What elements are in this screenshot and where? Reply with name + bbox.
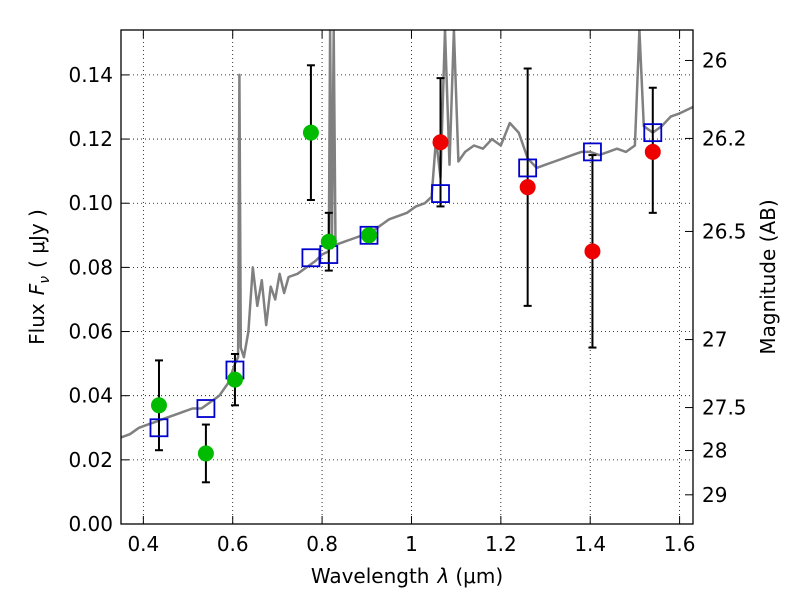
y-axis-title-unit: ( μJy ) xyxy=(25,209,49,268)
x-tick-label: 0.6 xyxy=(217,532,249,556)
model-photometry-square xyxy=(431,184,450,203)
plot-frame xyxy=(120,29,694,525)
x-tick-label: 0.4 xyxy=(127,532,159,556)
x-axis-title-prefix: Wavelength xyxy=(311,564,430,588)
y-axis-title-prefix: Flux xyxy=(25,303,49,345)
observed-point xyxy=(197,445,214,462)
y2-tick-label: 28 xyxy=(702,439,727,463)
y-axis-title-variable: F xyxy=(25,283,49,295)
y-tick-label: 0.08 xyxy=(68,255,113,279)
y2-tick-label: 27.5 xyxy=(702,396,747,420)
y-tick-labels: 0.00 0.02 0.04 0.06 0.08 0.10 0.12 0.14 xyxy=(68,63,113,536)
observed-point xyxy=(150,397,167,414)
model-photometry-square xyxy=(359,225,379,245)
y-tick-label: 0.14 xyxy=(68,63,113,87)
y-tick-label: 0.00 xyxy=(68,512,113,536)
observed-point xyxy=(226,371,243,388)
y2-tick-label: 26.5 xyxy=(702,219,747,243)
observed-point xyxy=(302,124,319,141)
observed-point xyxy=(644,143,661,160)
x-tick-label: 1 xyxy=(405,532,418,556)
y-tick-label: 0.04 xyxy=(68,384,113,408)
x-tick-label: 0.8 xyxy=(306,532,338,556)
y2-tick-labels: 26 26.2 26.5 27 27.5 28 29 xyxy=(702,48,747,506)
observed-point xyxy=(320,233,337,250)
model-photometry-square xyxy=(583,142,602,162)
x-tick-label: 1.4 xyxy=(574,532,606,556)
observed-point xyxy=(519,179,536,196)
x-axis-title-variable: λ xyxy=(437,564,450,588)
y-tick-label: 0.12 xyxy=(68,127,113,151)
model-photometry-square xyxy=(196,399,216,418)
y2-tick-label: 27 xyxy=(702,328,727,352)
y-tick-label: 0.10 xyxy=(68,191,113,215)
x-tick-labels: 0.4 0.6 0.8 1 1.2 1.4 1.6 xyxy=(127,532,695,556)
x-tick-label: 1.6 xyxy=(664,532,696,556)
y2-tick-label: 26.2 xyxy=(702,126,747,150)
model-photometry-markers xyxy=(149,123,663,438)
observed-point xyxy=(361,227,378,244)
observed-photometry-markers xyxy=(150,124,661,462)
x-axis-title-unit: (μm) xyxy=(455,564,503,588)
y-axis-title: Flux Fν ( μJy ) xyxy=(25,209,53,345)
y2-tick-label: 29 xyxy=(702,483,727,507)
model-photometry-square xyxy=(518,158,538,178)
y-tick-label: 0.02 xyxy=(68,448,113,472)
model-photometry-square xyxy=(643,123,663,143)
y-axis-title-subscript: ν xyxy=(37,276,53,284)
y-tick-label: 0.06 xyxy=(68,320,113,344)
model-photometry-square xyxy=(149,418,169,438)
y2-tick-label: 26 xyxy=(702,48,727,72)
observed-point xyxy=(432,134,449,151)
x-axis-title: Wavelength λ (μm) xyxy=(311,564,503,588)
observed-point xyxy=(584,243,601,260)
x-tick-label: 1.2 xyxy=(485,532,517,556)
y2-axis-title: Magnitude (AB) xyxy=(756,199,780,354)
axis-ticks xyxy=(121,30,693,525)
